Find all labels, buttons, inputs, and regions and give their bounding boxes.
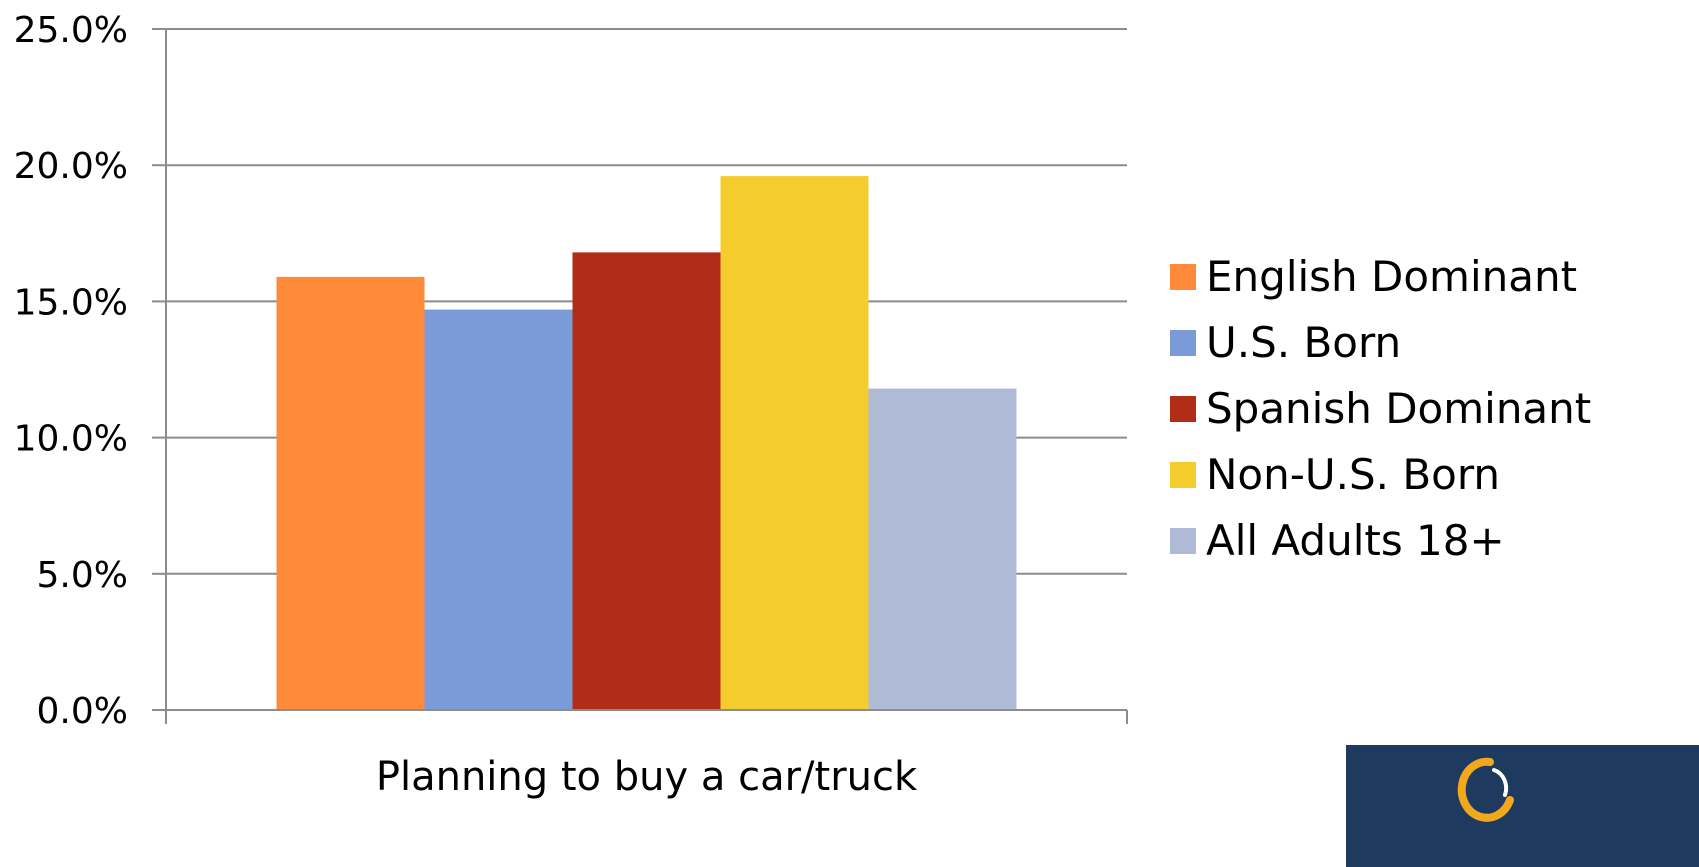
- legend-swatch: [1170, 264, 1196, 290]
- legend: English Dominant U.S. Born Spanish Dominan…: [1170, 252, 1591, 565]
- legend-label: English Dominant: [1206, 252, 1577, 301]
- y-tick-label: 15.0%: [14, 282, 128, 323]
- bar-english-dominant: [276, 276, 425, 710]
- y-tick-label: 10.0%: [14, 419, 128, 460]
- logo-arc-gold: [1457, 757, 1514, 822]
- legend-label: Spanish Dominant: [1206, 384, 1591, 433]
- y-tick-label: 0.0%: [37, 691, 128, 732]
- legend-label: Non-U.S. Born: [1206, 450, 1500, 499]
- bars: [276, 176, 1017, 711]
- x-category-labels: Planning to buy a car/truck: [376, 754, 918, 800]
- x-category-label: Planning to buy a car/truck: [376, 754, 918, 800]
- axes: [152, 28, 1128, 724]
- bar-spanish-dominant: [572, 252, 721, 711]
- legend-swatch: [1170, 528, 1196, 554]
- logo-arc-white: [1492, 768, 1509, 797]
- bar-u-s-born: [424, 309, 573, 710]
- legend-swatch: [1170, 396, 1196, 422]
- legend-swatch: [1170, 330, 1196, 356]
- legend-label: U.S. Born: [1206, 318, 1401, 367]
- legend-label: All Adults 18+: [1206, 516, 1505, 565]
- orbit-logo-icon: [1346, 745, 1699, 867]
- bar-non-u-s-born: [720, 176, 869, 710]
- y-tick-label: 5.0%: [37, 555, 128, 596]
- y-tick-label: 20.0%: [14, 146, 128, 187]
- y-tick-label: 25.0%: [14, 10, 128, 51]
- bar-all-adults-18: [868, 388, 1017, 710]
- legend-swatch: [1170, 462, 1196, 488]
- y-tick-labels: 0.0% 5.0% 10.0% 15.0% 20.0% 25.0%: [14, 10, 128, 732]
- logo-background: [1346, 745, 1699, 867]
